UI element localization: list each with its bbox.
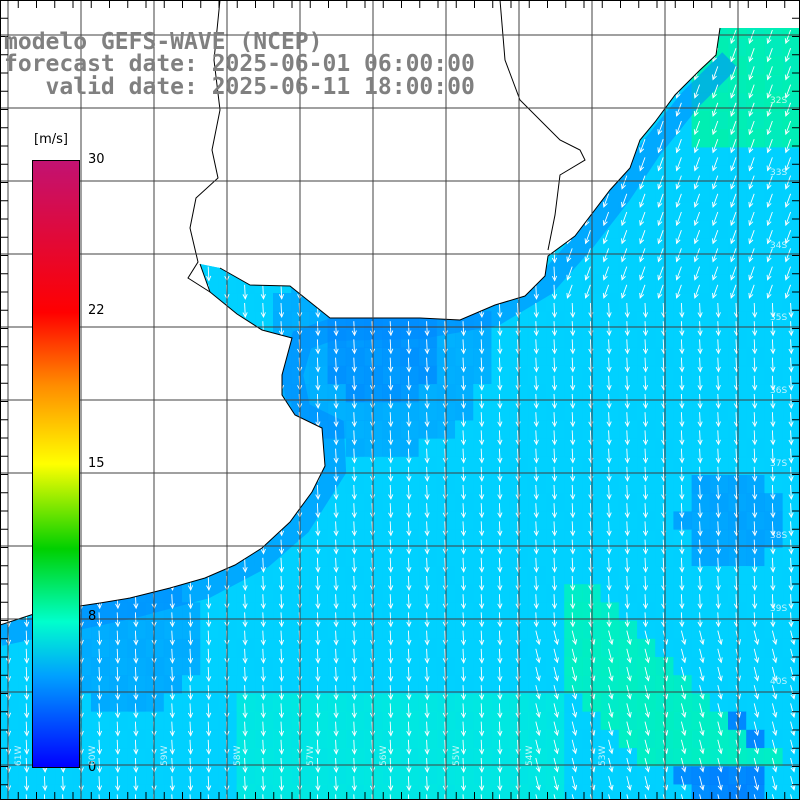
colorbar-tick-8: 8 <box>88 609 97 624</box>
lon-label: 55W <box>452 745 462 766</box>
lon-label: 54W <box>525 745 535 766</box>
coastline <box>0 27 721 626</box>
lat-label: 33S <box>770 168 788 178</box>
lon-label: 58W <box>233 745 243 766</box>
lon-label: 57W <box>306 745 316 766</box>
colorbar <box>32 160 80 768</box>
lat-label: 37S <box>770 459 788 469</box>
title-valid-date: valid date: 2025-06-11 18:00:00 <box>4 74 475 100</box>
lat-label: 35S <box>770 313 788 323</box>
title-model: modelo GEFS-WAVE (NCEP) <box>4 29 323 55</box>
colorbar-tick-15: 15 <box>88 456 105 471</box>
lat-label: 34S <box>770 241 788 251</box>
colorbar-unit: [m/s] <box>34 132 68 147</box>
lat-label: 36S <box>770 386 788 396</box>
title-forecast-date: forecast date: 2025-06-01 06:00:00 <box>4 51 475 77</box>
lon-label: 60W <box>88 745 98 766</box>
lat-label: 32S <box>770 96 788 106</box>
lat-label: 40S <box>770 677 788 687</box>
lat-label: 39S <box>770 604 788 614</box>
colorbar-tick-0: 0 <box>88 760 97 775</box>
lon-label: 53W <box>598 745 608 766</box>
lon-label: 59W <box>160 745 170 766</box>
lon-label: 61W <box>14 745 24 766</box>
lon-label: 56W <box>379 745 389 766</box>
river-border <box>187 0 586 293</box>
colorbar-tick-30: 30 <box>88 152 105 167</box>
colorbar-tick-22: 22 <box>88 303 105 318</box>
lat-label: 38S <box>770 531 788 541</box>
